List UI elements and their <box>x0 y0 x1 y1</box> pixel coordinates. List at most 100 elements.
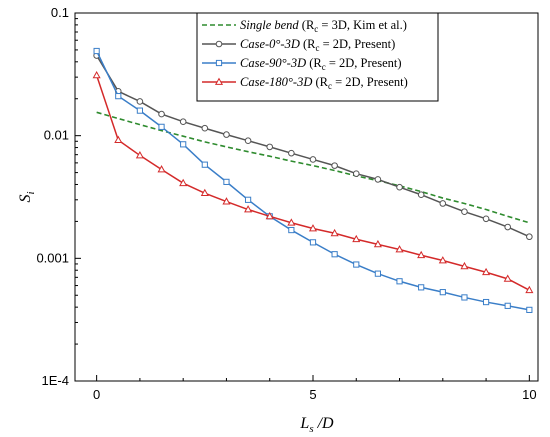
data-point <box>136 98 144 105</box>
y-axis-title-main: S <box>17 195 34 203</box>
legend-items: Single bend (Rc = 3D, Kim et al.)Case-0°… <box>202 18 408 91</box>
data-point <box>158 123 165 130</box>
data-point <box>288 226 295 234</box>
data-point <box>287 218 296 226</box>
legend-label: Case-0°-3D (Rc = 2D, Present) <box>240 37 395 53</box>
data-point <box>439 289 446 296</box>
data-point <box>309 156 317 163</box>
data-point <box>157 165 166 173</box>
legend-label-rest: (R <box>312 75 328 89</box>
legend-entry-1: Single bend (Rc = 3D, Kim et al.) <box>202 18 407 34</box>
data-point <box>482 298 490 306</box>
data-point <box>418 284 425 291</box>
legend-label-tail: = 2D, Present) <box>332 75 408 89</box>
data-point <box>158 110 165 118</box>
data-point <box>288 149 295 157</box>
x-axis-title-main: L <box>299 415 309 432</box>
data-point <box>482 267 491 276</box>
series-4 <box>92 70 534 294</box>
x-axis-title-sub: s <box>309 423 313 435</box>
data-point <box>179 178 188 187</box>
y-tick-label: 0.001 <box>36 250 69 265</box>
data-point <box>266 143 274 151</box>
data-point <box>482 215 490 223</box>
ticks-layer: 0.1 0.01 0.001 1E-4 0 5 10 <box>36 5 536 402</box>
legend-label: Single bend (Rc = 3D, Kim et al.) <box>240 18 407 34</box>
data-point <box>115 93 122 100</box>
y-tick-label: 0.1 <box>51 5 69 20</box>
data-point <box>396 278 403 285</box>
x-tick-label: 5 <box>309 387 316 402</box>
legend-label-rest: (R <box>300 37 316 51</box>
data-point <box>93 47 100 55</box>
data-point <box>331 251 338 258</box>
legend-label-tail: = 3D, Kim et al.) <box>318 18 407 32</box>
data-point <box>395 245 404 253</box>
data-point <box>460 261 469 270</box>
legend-label-rest: (R <box>299 18 315 32</box>
data-point <box>331 162 338 169</box>
legend-label-name: Case-0°-3D <box>240 37 300 51</box>
legend-label-name: Case-180°-3D <box>240 75 312 89</box>
data-point <box>135 150 144 159</box>
data-point <box>179 118 187 125</box>
data-point <box>503 274 512 282</box>
legend-marker <box>214 77 224 85</box>
data-point <box>201 124 209 132</box>
y-axis-title-sub: i <box>25 191 37 194</box>
legend-label-name: Single bend <box>240 18 299 32</box>
x-axis-title-tail: /D <box>314 415 334 432</box>
data-point <box>330 228 339 237</box>
data-point <box>244 137 252 144</box>
legend-entry-4: Case-180°-3D (Rc = 2D, Present) <box>202 75 408 91</box>
data-point <box>309 239 317 246</box>
data-point <box>439 200 447 207</box>
data-point <box>244 196 252 203</box>
data-point <box>114 135 123 144</box>
data-point <box>504 302 511 309</box>
data-point <box>352 170 360 177</box>
data-point <box>526 306 533 313</box>
data-point <box>461 208 468 215</box>
data-point <box>308 224 318 232</box>
legend-label-tail: = 2D, Present) <box>319 37 395 51</box>
legend-label-sub: c <box>315 43 319 53</box>
legend-label-rest: (R <box>306 56 322 70</box>
data-point <box>136 107 144 114</box>
x-axis-title: Ls /D <box>299 415 334 435</box>
legend: Single bend (Rc = 3D, Kim et al.)Case-0°… <box>196 12 439 102</box>
data-point <box>374 176 382 183</box>
x-tick-label: 10 <box>522 387 536 402</box>
legend-box <box>196 12 439 102</box>
data-point <box>92 70 101 79</box>
legend-label: Case-90°-3D (Rc = 2D, Present) <box>240 56 402 72</box>
data-point <box>244 205 253 213</box>
data-point <box>374 270 381 277</box>
data-point <box>504 223 512 231</box>
data-point <box>353 261 360 268</box>
legend-label-sub: c <box>314 24 318 34</box>
x-tick-label: 0 <box>93 387 100 402</box>
data-point <box>223 131 230 138</box>
data-point <box>525 285 534 294</box>
legend-marker <box>215 59 223 67</box>
legend-entry-2: Case-0°-3D (Rc = 2D, Present) <box>202 37 395 53</box>
legend-marker <box>215 40 223 48</box>
data-point <box>373 239 382 248</box>
data-point <box>223 178 230 185</box>
data-point <box>396 183 403 191</box>
data-point <box>417 250 426 259</box>
data-point <box>526 233 533 241</box>
data-point <box>222 197 231 205</box>
legend-label: Case-180°-3D (Rc = 2D, Present) <box>240 75 408 91</box>
data-point <box>438 256 447 264</box>
legend-label-sub: c <box>328 81 332 91</box>
data-point <box>461 294 468 301</box>
y-tick-label: 0.01 <box>44 128 69 143</box>
data-point <box>201 161 208 168</box>
data-point <box>200 188 209 197</box>
legend-label-name: Case-90°-3D <box>240 56 306 70</box>
series-layer <box>92 47 534 313</box>
y-tick-label: 1E-4 <box>42 373 69 388</box>
